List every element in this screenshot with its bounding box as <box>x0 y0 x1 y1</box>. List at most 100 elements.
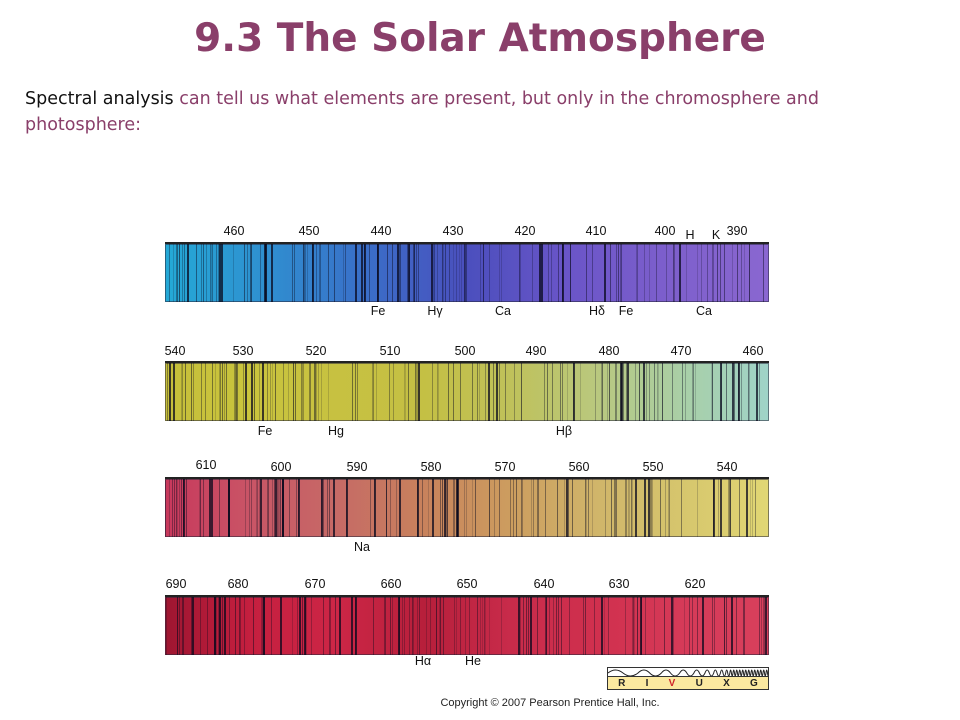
absorption-line <box>477 363 478 421</box>
absorption-line <box>174 479 175 537</box>
absorption-line <box>521 479 522 537</box>
absorption-line <box>312 244 314 302</box>
absorption-line <box>200 479 201 537</box>
absorption-line <box>711 363 712 421</box>
absorption-line <box>752 479 753 537</box>
absorption-line <box>329 597 330 655</box>
absorption-line <box>605 479 606 537</box>
absorption-line <box>346 479 348 537</box>
absorption-line <box>521 363 522 421</box>
absorption-line <box>184 244 185 302</box>
absorption-line <box>256 479 257 537</box>
absorption-line <box>604 597 605 655</box>
absorption-line <box>682 363 683 421</box>
absorption-line <box>750 479 751 537</box>
absorption-line <box>520 597 521 655</box>
absorption-line <box>573 363 574 421</box>
absorption-line <box>343 244 344 302</box>
absorption-line <box>183 597 184 655</box>
absorption-line <box>707 244 708 302</box>
absorption-line <box>318 363 319 421</box>
absorption-line <box>264 597 265 655</box>
absorption-line <box>749 244 750 302</box>
absorption-line <box>245 363 247 421</box>
absorption-line <box>553 597 554 655</box>
absorption-line <box>632 597 633 655</box>
absorption-line <box>519 244 520 302</box>
absorption-line <box>196 244 197 302</box>
absorption-line <box>626 479 627 537</box>
axis-line <box>165 242 769 244</box>
absorption-line <box>645 597 646 655</box>
absorption-line <box>528 597 529 655</box>
slide-body-text: Spectral analysis can tell us what eleme… <box>25 86 885 138</box>
absorption-line <box>562 244 563 302</box>
tick-label: 610 <box>195 458 217 472</box>
absorption-line <box>561 597 562 655</box>
absorption-line <box>235 597 236 655</box>
absorption-line <box>712 363 713 421</box>
absorption-line <box>422 479 423 537</box>
absorption-line <box>456 244 457 302</box>
absorption-line <box>493 363 494 421</box>
absorption-line <box>720 244 721 302</box>
absorption-line <box>302 363 303 421</box>
absorption-line <box>623 363 624 421</box>
absorption-line <box>201 244 202 302</box>
tick-label: 490 <box>525 344 547 358</box>
absorption-line <box>183 479 184 537</box>
absorption-line <box>484 597 485 655</box>
absorption-line <box>520 244 521 302</box>
absorption-line <box>416 244 417 302</box>
absorption-line <box>632 479 633 537</box>
absorption-line <box>648 479 650 537</box>
absorption-line <box>475 479 476 537</box>
absorption-line <box>712 597 713 655</box>
absorption-line <box>316 363 317 421</box>
absorption-line <box>259 363 260 421</box>
absorption-line <box>386 479 387 537</box>
absorption-line <box>251 244 252 302</box>
absorption-line <box>499 479 500 537</box>
absorption-line <box>437 244 438 302</box>
absorption-line <box>199 479 200 537</box>
element-label: Hδ <box>589 304 605 318</box>
absorption-line <box>413 244 414 302</box>
absorption-line <box>514 363 515 421</box>
absorption-line <box>702 597 704 655</box>
absorption-line <box>220 363 221 421</box>
absorption-line <box>166 597 167 655</box>
spectrum-strip-540-610 <box>165 479 769 537</box>
absorption-line <box>466 244 467 302</box>
absorption-line <box>418 363 420 421</box>
absorption-line <box>465 597 466 655</box>
tick-label: 480 <box>598 344 620 358</box>
absorption-line <box>601 597 603 655</box>
absorption-line <box>442 479 443 537</box>
absorption-line <box>172 479 173 537</box>
band-label-v: V <box>668 677 676 689</box>
absorption-line <box>668 479 669 537</box>
absorption-line <box>182 244 183 302</box>
absorption-line <box>439 597 440 655</box>
slide-title: 9.3 The Solar Atmosphere <box>194 16 766 61</box>
absorption-line <box>686 244 687 302</box>
absorption-line <box>345 244 346 302</box>
absorption-line <box>272 479 273 537</box>
absorption-line <box>692 363 693 421</box>
absorption-line <box>181 363 182 421</box>
absorption-line <box>304 597 306 655</box>
absorption-line <box>251 363 253 421</box>
absorption-line <box>551 244 552 302</box>
absorption-line <box>546 597 547 655</box>
absorption-line <box>674 244 675 302</box>
absorption-line <box>460 597 461 655</box>
absorption-line <box>272 363 273 421</box>
absorption-line <box>301 363 302 421</box>
absorption-line <box>614 479 615 537</box>
tick-label: 500 <box>454 344 476 358</box>
absorption-line <box>307 244 308 302</box>
absorption-line <box>625 479 626 537</box>
tick-label: 580 <box>420 460 442 474</box>
absorption-line <box>192 597 194 655</box>
